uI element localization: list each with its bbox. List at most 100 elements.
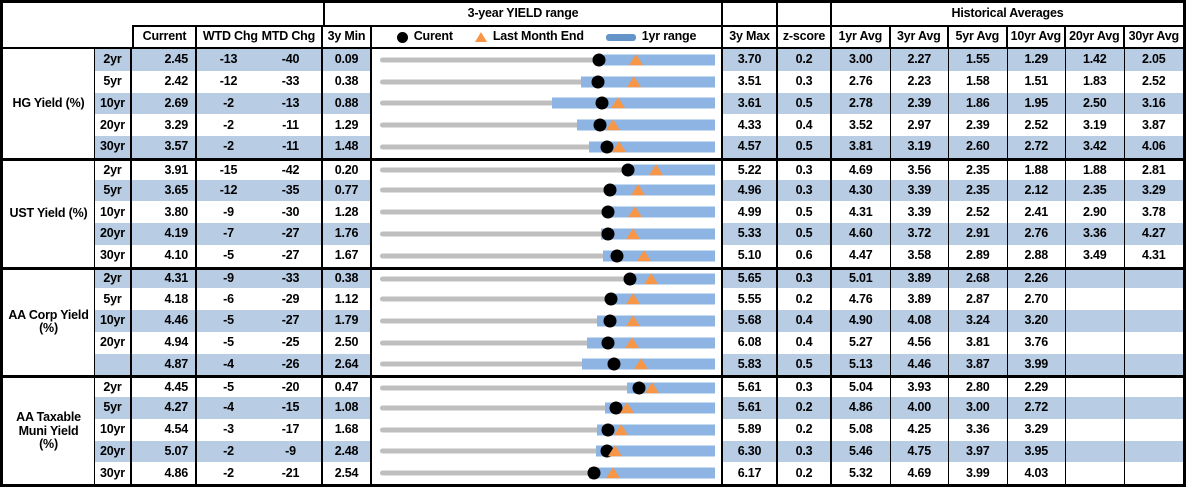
avg-cell [1066, 288, 1125, 310]
range-chart-cell [372, 179, 723, 202]
max-3y-cell: 5.89 [723, 418, 778, 441]
avg-cell: 2.41 [1008, 201, 1066, 223]
range-chart-cell [372, 397, 723, 419]
avg-cell: 4.86 [832, 397, 891, 419]
wtd-chg-cell: -2 [223, 117, 234, 132]
min-3y-cell: 1.12 [323, 288, 372, 310]
legend-current: Curent [396, 30, 453, 43]
group-label: AA Corp Yield (%) [3, 266, 95, 376]
min-3y-cell: 1.48 [323, 136, 372, 158]
avg-cell: 1.88 [1066, 157, 1125, 180]
avg-cell [1125, 332, 1184, 354]
current-cell: 4.27 [132, 397, 197, 419]
avg-column-header: 20yr Avg [1066, 27, 1125, 49]
yr1-range-bar [597, 424, 715, 436]
chart-legend: Curent Last Month End 1yr range [372, 27, 723, 49]
current-dot [632, 381, 646, 395]
range-chart-cell [372, 114, 723, 136]
max-3y-cell: 3.70 [723, 49, 778, 71]
last-month-marker [626, 75, 641, 87]
range-chart-cell [372, 440, 723, 463]
range-track [380, 405, 715, 411]
range-chart-cell [372, 418, 723, 441]
min-3y-cell: 0.47 [323, 375, 372, 397]
range-chart-cell [372, 157, 723, 180]
tenor-cell [95, 353, 132, 376]
max-3y-cell: 4.99 [723, 201, 778, 223]
avg-cell: 2.97 [891, 114, 949, 136]
current-cell: 4.10 [132, 244, 197, 267]
avg-cell: 1.29 [1007, 49, 1066, 71]
max-3y-cell: 4.33 [723, 114, 778, 136]
tenor-cell: 5yr [95, 70, 132, 93]
avg-cell: 3.89 [890, 266, 949, 289]
avg-cell: 3.89 [891, 288, 949, 310]
wtd-chg-cell: -2 [197, 440, 260, 463]
max-3y-cell: 5.65 [723, 266, 778, 289]
avg-cell: 4.69 [891, 462, 949, 484]
zscore-cell: 0.5 [778, 92, 832, 115]
range-chart-cell [372, 92, 723, 115]
zscore-cell: 0.3 [778, 70, 832, 93]
range-track [380, 57, 715, 63]
range-chart-cell [372, 310, 723, 332]
range-chart-cell [372, 49, 723, 71]
last-month-marker [626, 228, 641, 240]
legend-last-month-label: Last Month End [492, 29, 584, 44]
avg-cell: 3.39 [891, 201, 949, 223]
avg-cell: 2.89 [949, 244, 1008, 267]
tenor-cell: 20yr [95, 440, 132, 463]
yr1-range-bar [603, 54, 715, 66]
last-month-marker [624, 336, 639, 348]
group-label: UST Yield (%) [3, 157, 95, 267]
current-dot [601, 227, 615, 241]
range-chart-cell [372, 375, 723, 397]
current-dot [601, 423, 615, 437]
wtd-chg-cell: -12 [219, 74, 238, 89]
mtd-chg-cell: -27 [260, 244, 323, 267]
current-cell: 5.07 [132, 440, 197, 463]
yr1-range-bar [595, 445, 715, 457]
avg-cell: 4.47 [832, 244, 891, 267]
range-track [380, 167, 715, 173]
avg-cell [1066, 353, 1125, 376]
tenor-cell: 5yr [95, 179, 132, 202]
zscore-cell: 0.3 [778, 157, 832, 180]
max-3y-cell: 5.61 [723, 397, 778, 419]
min-3y-cell: 1.67 [323, 244, 372, 267]
range-plot [380, 71, 715, 93]
avg-cell: 3.95 [1007, 440, 1066, 463]
current-dot [623, 272, 637, 286]
current-dot [603, 314, 617, 328]
range-plot [380, 310, 715, 332]
avg-cell [1066, 310, 1125, 332]
avg-cell: 3.49 [1066, 244, 1125, 267]
max-3y-cell: 3.51 [723, 70, 778, 93]
avg-cell: 3.42 [1066, 136, 1125, 158]
avg-cell: 4.46 [890, 353, 949, 376]
last-month-marker [648, 164, 663, 176]
min-3y-cell: 1.68 [323, 418, 372, 441]
avg-cell: 2.23 [891, 70, 949, 93]
zscore-cell: 0.2 [778, 49, 832, 71]
wtd-chg-cell: -9 [223, 204, 234, 219]
avg-cell [1066, 266, 1125, 289]
last-month-marker [629, 54, 644, 66]
min-3y-cell: 2.64 [323, 353, 372, 376]
avg-cell: 4.06 [1124, 136, 1183, 158]
avg-cell: 5.27 [832, 331, 891, 354]
avg-cell: 3.00 [832, 49, 891, 71]
tenor-cell: 10yr [95, 418, 132, 441]
range-track [380, 209, 715, 215]
yr1-range-bar [627, 382, 715, 394]
avg-cell: 2.87 [949, 288, 1008, 310]
mtd-chg-cell: -29 [260, 288, 323, 310]
header-blank-zscore [778, 3, 832, 27]
current-cell: 4.31 [132, 266, 197, 289]
current-dot [603, 183, 617, 197]
last-month-marker [619, 402, 634, 414]
range-chart-cell [372, 70, 723, 93]
avg-cell [1124, 397, 1183, 419]
range-plot [380, 93, 715, 115]
max-3y-cell: 5.33 [723, 223, 778, 245]
